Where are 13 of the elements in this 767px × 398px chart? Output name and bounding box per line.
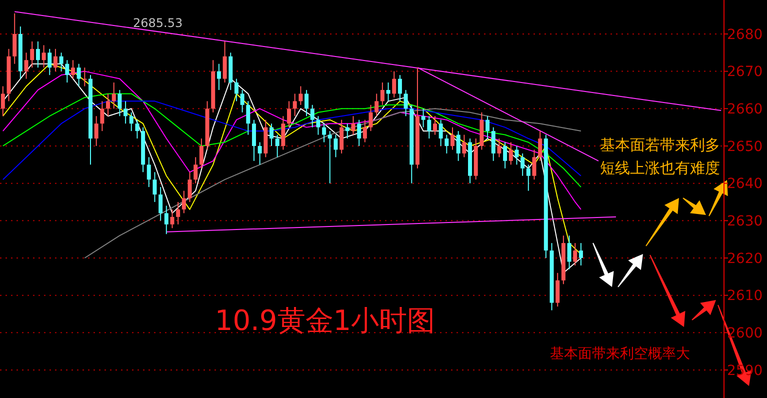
y-tick-label: 2640	[727, 176, 763, 192]
annotation: 2685.53	[133, 16, 183, 30]
annotation: 基本面若带来利多	[600, 136, 720, 154]
annotation: 基本面带来利空概率大	[550, 346, 690, 362]
text: 10.9黄金1小时图	[214, 304, 436, 337]
y-tick-label: 2620	[727, 250, 763, 267]
y-tick-label: 2610	[727, 288, 763, 304]
y-tick-label: 2670	[727, 64, 763, 80]
y-tick-label: 2650	[727, 138, 763, 155]
y-tick-label: 2630	[727, 214, 763, 230]
annotation: 短线上涨也有难度	[600, 159, 720, 177]
y-tick-label: 2660	[727, 102, 763, 118]
y-tick-label: 2680	[727, 26, 763, 43]
